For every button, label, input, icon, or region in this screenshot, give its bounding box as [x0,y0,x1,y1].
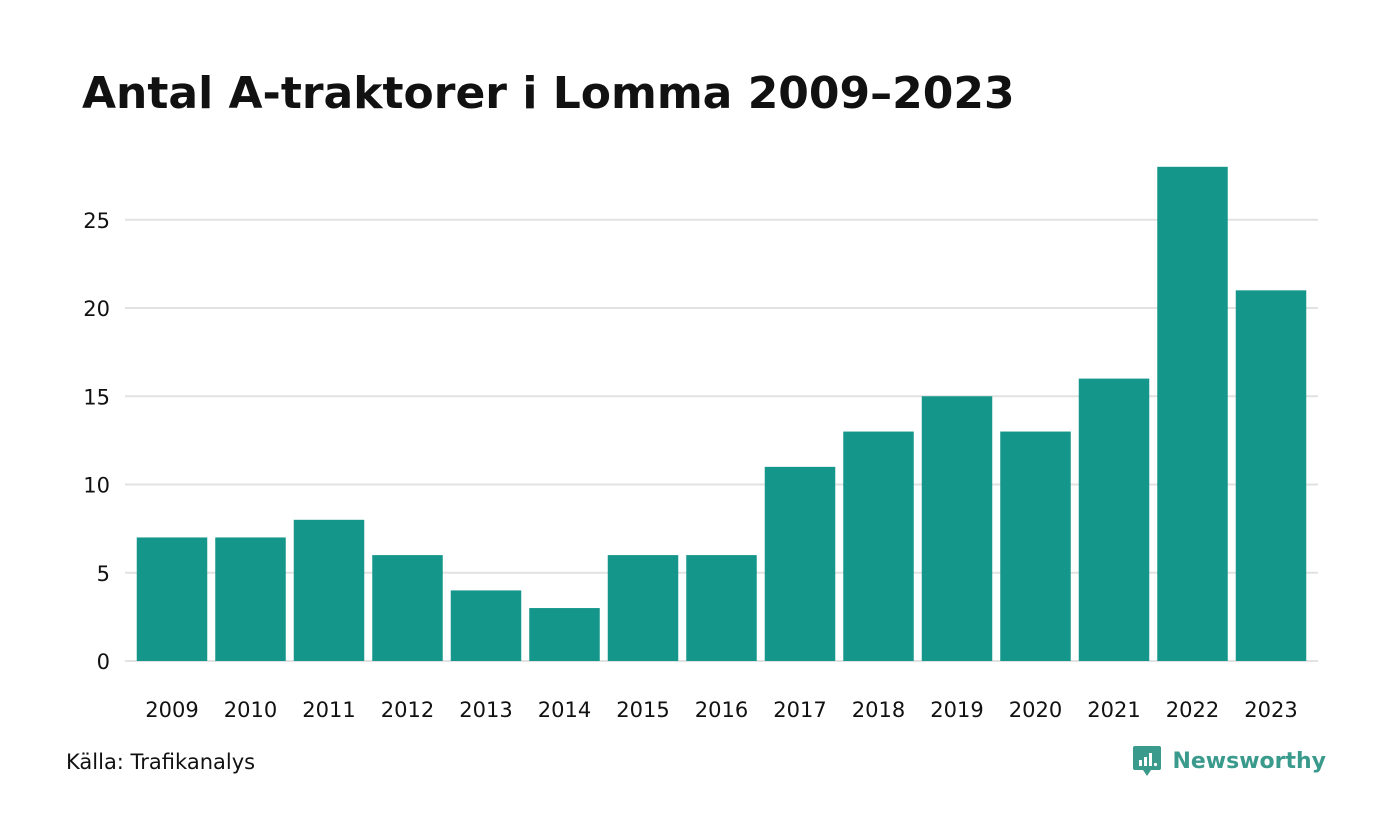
bar-2022[interactable] [1157,166,1228,662]
bar-2011[interactable] [293,519,365,661]
x-tick-label: 2021 [1087,698,1140,722]
brand-logo[interactable]: Newsworthy [1132,744,1326,778]
x-tick-label: 2014 [538,698,591,722]
bar-2021[interactable] [1078,378,1150,661]
y-tick-label: 5 [97,562,110,586]
x-tick-label: 2011 [302,698,355,722]
bar-2015[interactable] [607,555,679,661]
bar-2009[interactable] [136,537,208,661]
x-tick-label: 2018 [852,698,905,722]
y-tick-label: 20 [83,297,110,321]
brand-name: Newsworthy [1172,748,1326,774]
x-tick-label: 2017 [773,698,826,722]
x-tick-label: 2012 [381,698,434,722]
bar-2019[interactable] [921,396,993,661]
x-tick-label: 2023 [1244,698,1297,722]
bar-2010[interactable] [215,537,286,661]
bar-2023[interactable] [1235,290,1307,661]
y-tick-label: 25 [83,209,110,233]
x-tick-label: 2020 [1009,698,1062,722]
bar-2016[interactable] [686,555,757,661]
x-tick-label: 2019 [930,698,983,722]
bar-2014[interactable] [529,608,600,661]
x-tick-label: 2016 [695,698,748,722]
bar-2013[interactable] [450,590,522,661]
bar-2020[interactable] [1000,431,1071,661]
bar-2018[interactable] [843,431,914,661]
y-tick-label: 15 [83,385,110,409]
bars [136,166,1307,662]
x-tick-label: 2010 [224,698,277,722]
x-tick-label: 2022 [1166,698,1219,722]
y-tick-label: 10 [83,474,110,498]
newsworthy-logo-icon [1133,746,1162,776]
bar-2017[interactable] [764,466,836,661]
chart-title: Antal A-traktorer i Lomma 2009–2023 [82,68,1015,119]
bar-2012[interactable] [372,555,443,661]
source-note: Källa: Trafikanalys [66,750,256,774]
x-tick-label: 2015 [616,698,669,722]
x-tick-label: 2013 [459,698,512,722]
x-axis-ticks: 2009 2010 2011 2012 2013 2014 2015 2016 2017 2018… [145,698,1297,722]
x-tick-label: 2009 [145,698,198,722]
y-axis-ticks: 0 5 10 15 20 25 [83,209,110,674]
y-tick-label: 0 [97,650,110,674]
